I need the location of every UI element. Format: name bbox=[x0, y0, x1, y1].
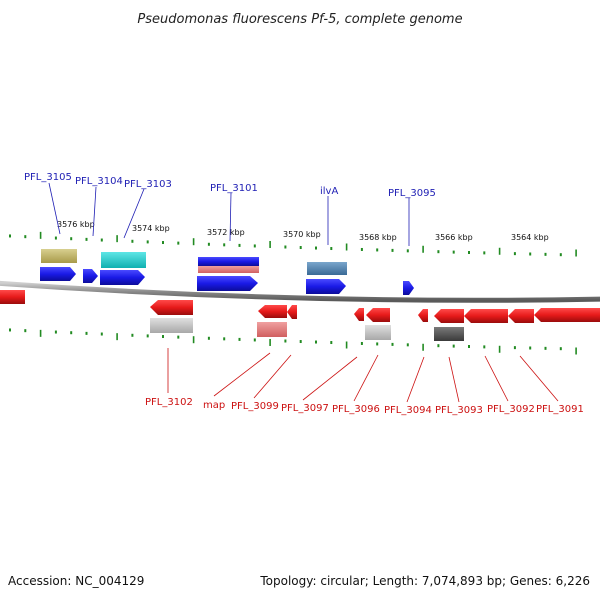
gene-arrow-reverse[interactable] bbox=[464, 309, 508, 323]
scale-labels: 3576 kbp 3574 kbp 3572 kbp 3570 kbp 3568… bbox=[57, 220, 549, 242]
gene-arrow-forward[interactable] bbox=[40, 267, 76, 281]
genome-backbone bbox=[0, 280, 600, 303]
gene-label-pfl-3091[interactable]: PFL_3091 bbox=[536, 404, 584, 415]
scale-label-3564: 3564 kbp bbox=[511, 233, 549, 242]
gene-label-pfl-3099[interactable]: PFL_3099 bbox=[231, 401, 279, 412]
gene-label-pfl-3094[interactable]: PFL_3094 bbox=[384, 405, 432, 416]
gene-arrow-reverse[interactable] bbox=[508, 309, 534, 323]
accession-text: Accession: NC_004129 bbox=[8, 574, 144, 588]
gene-label-pfl-3105[interactable]: PFL_3105 bbox=[24, 172, 72, 183]
scale-label-3568: 3568 kbp bbox=[359, 233, 397, 242]
gene-label-pfl-3096[interactable]: PFL_3096 bbox=[332, 404, 380, 415]
top-leader-lines bbox=[48, 182, 410, 246]
gene-label-pfl-3104[interactable]: PFL_3104 bbox=[75, 176, 123, 187]
gene-block-gray[interactable] bbox=[150, 318, 193, 333]
map-title: Pseudomonas fluorescens Pf-5, complete g… bbox=[137, 12, 462, 27]
gene-label-pfl-3092[interactable]: PFL_3092 bbox=[487, 404, 535, 415]
gene-block-cyan[interactable] bbox=[101, 252, 146, 268]
gene-arrow-forward[interactable] bbox=[100, 270, 145, 285]
gene-block-forward[interactable] bbox=[198, 257, 259, 266]
bottom-leader-lines bbox=[167, 348, 559, 403]
gene-block-gray[interactable] bbox=[365, 325, 391, 340]
gene-arrow-reverse[interactable] bbox=[418, 309, 428, 322]
gene-label-pfl-3102[interactable]: PFL_3102 bbox=[145, 397, 193, 408]
scale-label-3574: 3574 kbp bbox=[132, 224, 170, 233]
gene-block-olive[interactable] bbox=[41, 249, 77, 263]
scale-label-3576: 3576 kbp bbox=[57, 220, 95, 229]
gene-block-pink[interactable] bbox=[198, 266, 259, 273]
gene-arrow-reverse[interactable] bbox=[354, 308, 364, 321]
reverse-genes bbox=[0, 290, 600, 341]
bottom-labels: PFL_3102 map PFL_3099 PFL_3097 PFL_3096 … bbox=[145, 397, 584, 416]
gene-arrow-reverse[interactable] bbox=[366, 308, 390, 322]
gene-label-pfl-3097[interactable]: PFL_3097 bbox=[281, 403, 329, 414]
scale-label-3572: 3572 kbp bbox=[207, 228, 245, 237]
tick-tracks bbox=[9, 231, 577, 355]
gene-arrow-forward[interactable] bbox=[197, 276, 258, 291]
gene-label-pfl-3101[interactable]: PFL_3101 bbox=[210, 183, 258, 194]
scale-label-3570: 3570 kbp bbox=[283, 230, 321, 239]
topology-text: Topology: circular; Length: 7,074,893 bp… bbox=[259, 574, 590, 588]
gene-block-reverse[interactable] bbox=[0, 290, 25, 304]
forward-genes bbox=[40, 249, 414, 295]
gene-label-ilva[interactable]: ilvA bbox=[320, 186, 338, 197]
gene-label-pfl-3103[interactable]: PFL_3103 bbox=[124, 179, 172, 190]
gene-arrow-forward[interactable] bbox=[83, 269, 98, 283]
gene-arrow-reverse[interactable] bbox=[150, 300, 193, 315]
gene-arrow-reverse[interactable] bbox=[434, 309, 464, 323]
gene-label-pfl-3093[interactable]: PFL_3093 bbox=[435, 405, 483, 416]
gene-arrow-reverse[interactable] bbox=[534, 308, 600, 322]
gene-block-dark[interactable] bbox=[434, 327, 464, 341]
gene-arrow-forward[interactable] bbox=[306, 279, 346, 294]
gene-arrow-reverse[interactable] bbox=[258, 305, 287, 318]
gene-arrow-forward[interactable] bbox=[403, 281, 414, 295]
gene-label-map[interactable]: map bbox=[203, 400, 225, 411]
gene-block-steel[interactable] bbox=[307, 262, 347, 275]
top-labels: PFL_3105 PFL_3104 PFL_3103 PFL_3101 ilvA… bbox=[24, 172, 436, 199]
gene-label-pfl-3095[interactable]: PFL_3095 bbox=[388, 188, 436, 199]
gene-arrow-reverse[interactable] bbox=[287, 305, 297, 319]
gene-block-pink[interactable] bbox=[257, 322, 287, 337]
scale-label-3566: 3566 kbp bbox=[435, 233, 473, 242]
